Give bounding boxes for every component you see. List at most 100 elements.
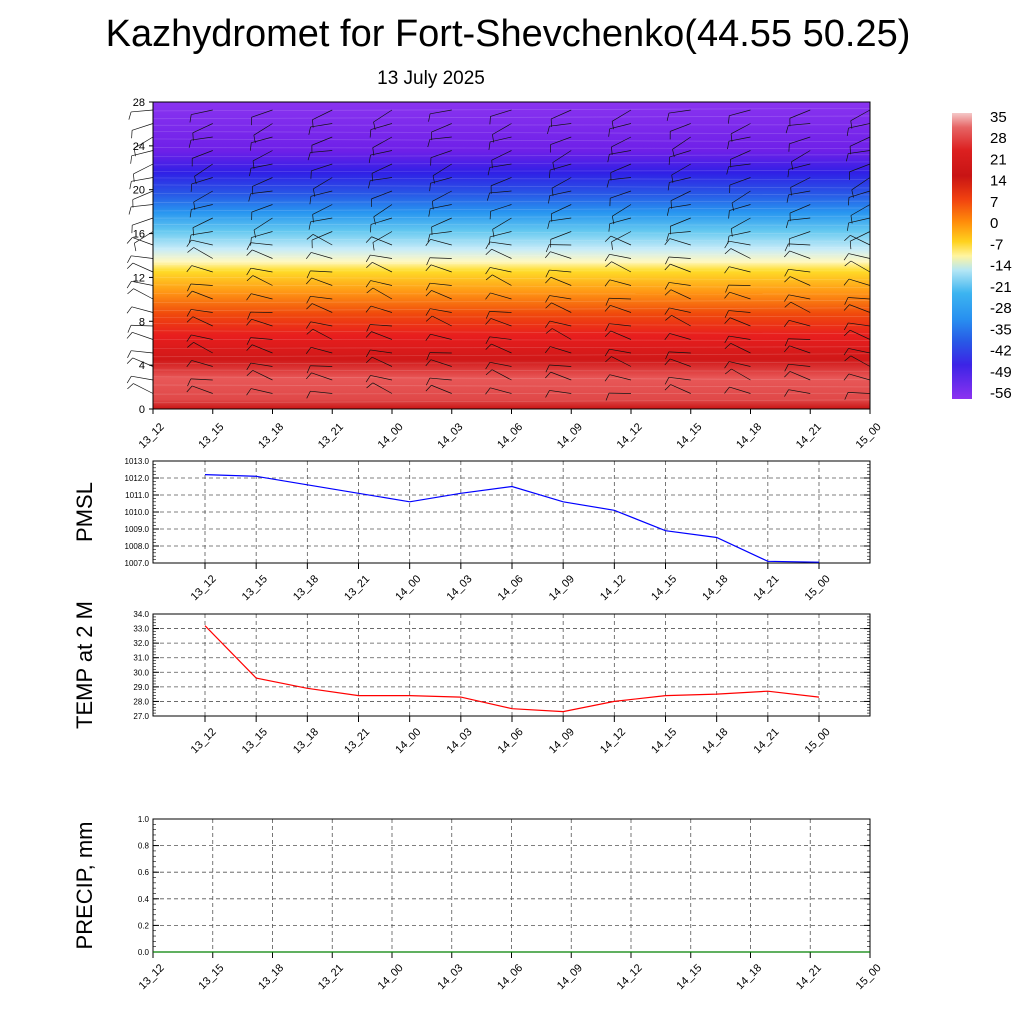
- wind-barb: [545, 390, 572, 398]
- wind-barb: [366, 324, 393, 332]
- y-tick-label: 1009.0: [125, 525, 150, 534]
- barb-flag: [849, 241, 852, 250]
- barb-shaft: [370, 375, 393, 381]
- barb-flag: [189, 209, 192, 218]
- wind-barb: [368, 150, 393, 164]
- barb-flag: [485, 241, 491, 250]
- barb-flag: [246, 337, 251, 345]
- barb-shaft: [251, 231, 273, 238]
- wind-barb: [366, 262, 393, 273]
- barb-flag: [126, 237, 133, 244]
- wind-barb: [550, 231, 572, 248]
- barb-shaft: [132, 217, 154, 226]
- barb-shaft: [491, 150, 512, 161]
- wind-barb: [605, 297, 632, 306]
- wind-barb: [306, 328, 333, 340]
- barb-shaft: [550, 346, 572, 354]
- barb-shaft: [489, 267, 512, 273]
- barb-flag: [843, 373, 850, 381]
- barb-flag: [724, 266, 730, 274]
- contour-line: [152, 131, 871, 135]
- barb-flag: [365, 254, 371, 263]
- barb-shaft: [193, 190, 213, 203]
- barb-shaft: [850, 109, 871, 121]
- colorbar-label: -14: [990, 258, 1012, 275]
- barb-flag: [485, 311, 490, 319]
- barb-shaft: [790, 177, 811, 188]
- barb-flag: [246, 318, 252, 326]
- wind-barb: [664, 333, 691, 341]
- barb-flag: [186, 360, 192, 368]
- barb-shaft: [669, 307, 691, 313]
- barb-shaft: [848, 123, 871, 129]
- barb-flag: [665, 256, 670, 265]
- barb-shaft: [191, 204, 213, 210]
- barb-shaft: [489, 190, 512, 194]
- barb-shaft: [132, 190, 154, 200]
- barb-flag: [485, 336, 490, 345]
- wind-barb: [126, 375, 154, 384]
- barb-shaft: [489, 361, 512, 367]
- barb-flag: [548, 195, 551, 204]
- barb-shaft: [549, 269, 572, 273]
- barb-shaft: [431, 315, 452, 327]
- barb-shaft: [850, 204, 871, 216]
- barb-flag: [246, 388, 252, 396]
- barb-flag: [604, 330, 611, 337]
- wind-barb: [545, 364, 572, 373]
- barb-shaft: [668, 376, 691, 381]
- x-tick-label: 14_00: [376, 421, 406, 451]
- barb-shaft: [250, 337, 273, 340]
- barb-shaft: [551, 204, 572, 215]
- barb-flag: [425, 264, 432, 272]
- barb-shaft: [252, 275, 273, 286]
- x-tick-label: 14_18: [734, 962, 764, 992]
- wind-barb: [665, 351, 691, 360]
- barb-flag: [547, 220, 550, 229]
- barb-shaft: [848, 391, 871, 394]
- barb-flag: [425, 385, 432, 392]
- wind-barb: [724, 240, 751, 249]
- barb-shaft: [131, 350, 154, 354]
- x-tick-label: 14_12: [615, 421, 645, 451]
- barb-flag: [425, 333, 431, 341]
- barb-shaft: [131, 306, 154, 313]
- x-tick-label: 14_00: [376, 962, 406, 992]
- barb-shaft: [252, 150, 273, 162]
- wind-barb: [485, 343, 512, 354]
- barb-shaft: [310, 270, 333, 273]
- barb-shaft: [429, 377, 452, 381]
- wind-barb: [605, 261, 632, 273]
- wind-barb: [784, 345, 811, 354]
- barb-shaft: [251, 344, 273, 354]
- barb-flag: [250, 142, 252, 151]
- wind-barb: [545, 244, 572, 253]
- barb-flag: [368, 155, 371, 164]
- barb-flag: [545, 244, 550, 253]
- barb-shaft: [430, 359, 452, 367]
- barb-shaft: [191, 239, 213, 246]
- barb-shaft: [133, 288, 154, 300]
- barb-flag: [246, 362, 252, 371]
- x-tick-label: 15_00: [803, 573, 833, 603]
- barb-shaft: [609, 323, 632, 327]
- barb-flag: [306, 277, 312, 285]
- colorbar-label: 35: [990, 109, 1007, 126]
- wind-barb: [189, 109, 213, 123]
- wind-barb: [846, 150, 871, 162]
- barb-flag: [545, 295, 550, 303]
- barb-shaft: [131, 375, 154, 381]
- barb-flag: [604, 374, 610, 382]
- barb-flag: [604, 235, 612, 242]
- barb-flag: [188, 139, 192, 148]
- barb-shaft: [252, 370, 273, 381]
- barb-shaft: [370, 150, 393, 156]
- wind-barb: [425, 333, 452, 341]
- barb-flag: [190, 183, 193, 192]
- barb-shaft: [670, 384, 691, 394]
- barb-flag: [425, 239, 431, 246]
- barb-flag: [425, 290, 432, 297]
- wind-barb: [488, 231, 512, 245]
- barb-shaft: [312, 109, 333, 120]
- barb-shaft: [133, 136, 154, 149]
